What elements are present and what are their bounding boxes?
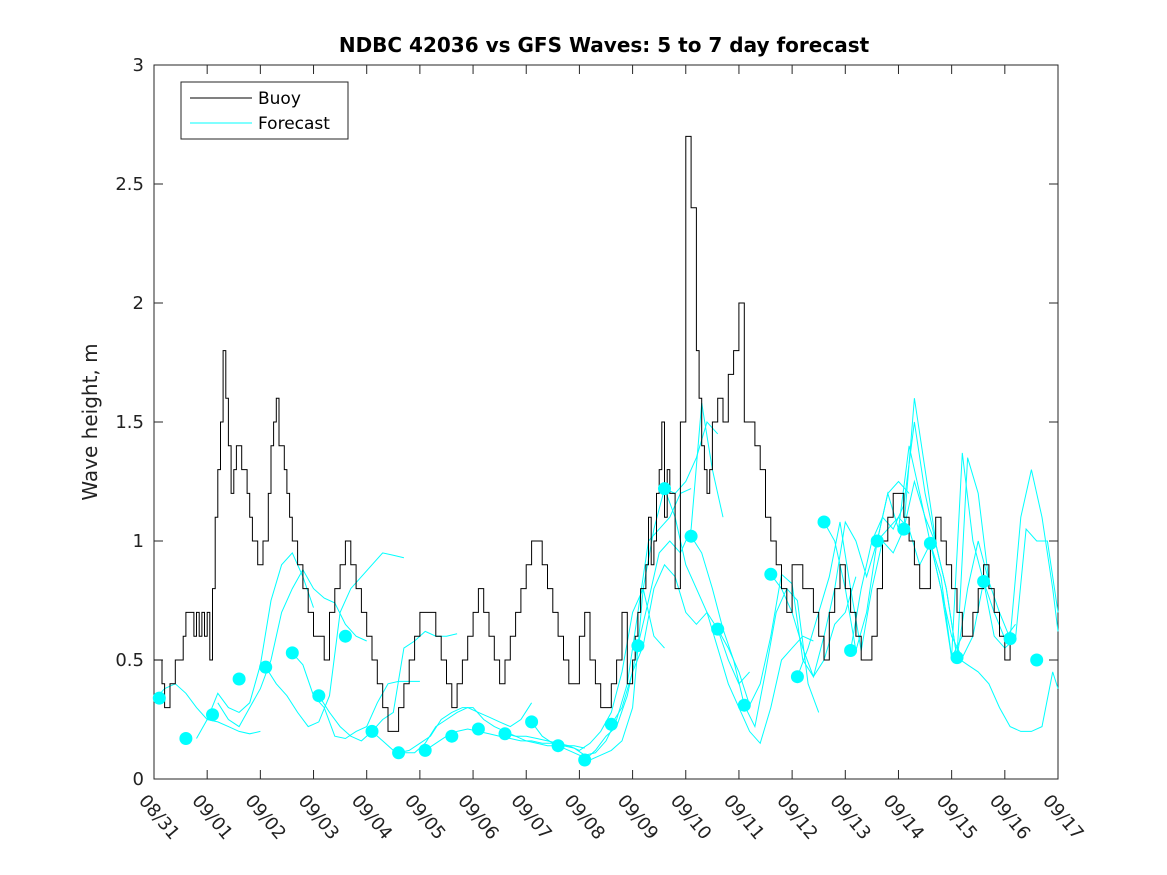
- y-tick-label: 2.5: [115, 174, 144, 195]
- forecast-line: [903, 469, 1059, 658]
- forecast-point: [551, 739, 565, 753]
- y-axis-label: Wave height, m: [78, 343, 102, 500]
- y-tick-label: 2: [133, 293, 144, 314]
- y-tick-label: 0.5: [115, 650, 144, 671]
- buoy-line: [154, 135, 1016, 732]
- forecast-point: [764, 567, 778, 581]
- buoy-series: [154, 135, 1016, 732]
- forecast-line: [876, 452, 1016, 658]
- y-axis: 0 0.5 1 1.5 2 2.5 3: [115, 55, 1058, 790]
- forecast-point: [658, 482, 671, 496]
- forecast-point: [525, 715, 539, 729]
- forecast-line: [610, 563, 750, 725]
- forecast-line: [504, 587, 665, 751]
- forecast-point: [870, 534, 884, 548]
- forecast-point: [365, 724, 379, 738]
- forecast-point: [950, 651, 964, 665]
- forecast-point: [445, 729, 459, 743]
- forecast-point: [471, 722, 485, 736]
- forecast-points: [152, 482, 1044, 767]
- forecast-point: [923, 536, 937, 550]
- forecast-point: [684, 529, 698, 543]
- legend-buoy-label: Buoy: [258, 89, 301, 109]
- forecast-point: [179, 732, 193, 745]
- forecast-point: [312, 689, 326, 703]
- forecast-point: [206, 708, 219, 722]
- y-tick-label: 1: [133, 531, 144, 552]
- forecast-point: [737, 698, 751, 712]
- forecast-point: [259, 660, 273, 674]
- forecast-point: [844, 644, 858, 657]
- legend-box: [180, 81, 349, 140]
- forecast-point: [711, 622, 725, 636]
- y-tick-label: 1.5: [115, 412, 144, 433]
- forecast-line: [956, 657, 1059, 732]
- forecast-point: [392, 746, 406, 760]
- forecast-line: [584, 402, 724, 761]
- plot-area: [153, 64, 1059, 780]
- chart-title: NDBC 42036 vs GFS Waves: 5 to 7 day fore…: [339, 33, 870, 57]
- forecast-line: [717, 573, 857, 707]
- forecast-point: [285, 646, 299, 660]
- forecast-line: [796, 398, 937, 677]
- forecast-point: [897, 522, 911, 536]
- forecast-line: [690, 535, 820, 729]
- y-tick-label: 0: [133, 769, 144, 790]
- y-tick-label: 3: [133, 55, 144, 76]
- forecast-point: [232, 672, 246, 686]
- legend-forecast-label: Forecast: [258, 114, 330, 134]
- forecast-point: [338, 629, 352, 643]
- forecast-line: [398, 707, 559, 754]
- forecast-point: [1030, 653, 1044, 667]
- forecast-point: [604, 717, 618, 731]
- forecast-point: [977, 575, 991, 588]
- legend: Buoy Forecast: [180, 81, 349, 140]
- forecast-point: [631, 639, 645, 653]
- forecast-point: [418, 743, 432, 757]
- forecast-point: [498, 727, 512, 741]
- forecast-line: [929, 527, 1059, 659]
- forecast-line: [196, 551, 314, 739]
- forecast-point: [1003, 632, 1017, 646]
- forecast-point: [790, 670, 804, 684]
- forecast-point: [817, 515, 831, 529]
- forecast-line: [265, 552, 405, 728]
- forecast-point: [152, 691, 166, 705]
- forecast-line: [217, 568, 367, 728]
- forecast-point: [578, 753, 592, 767]
